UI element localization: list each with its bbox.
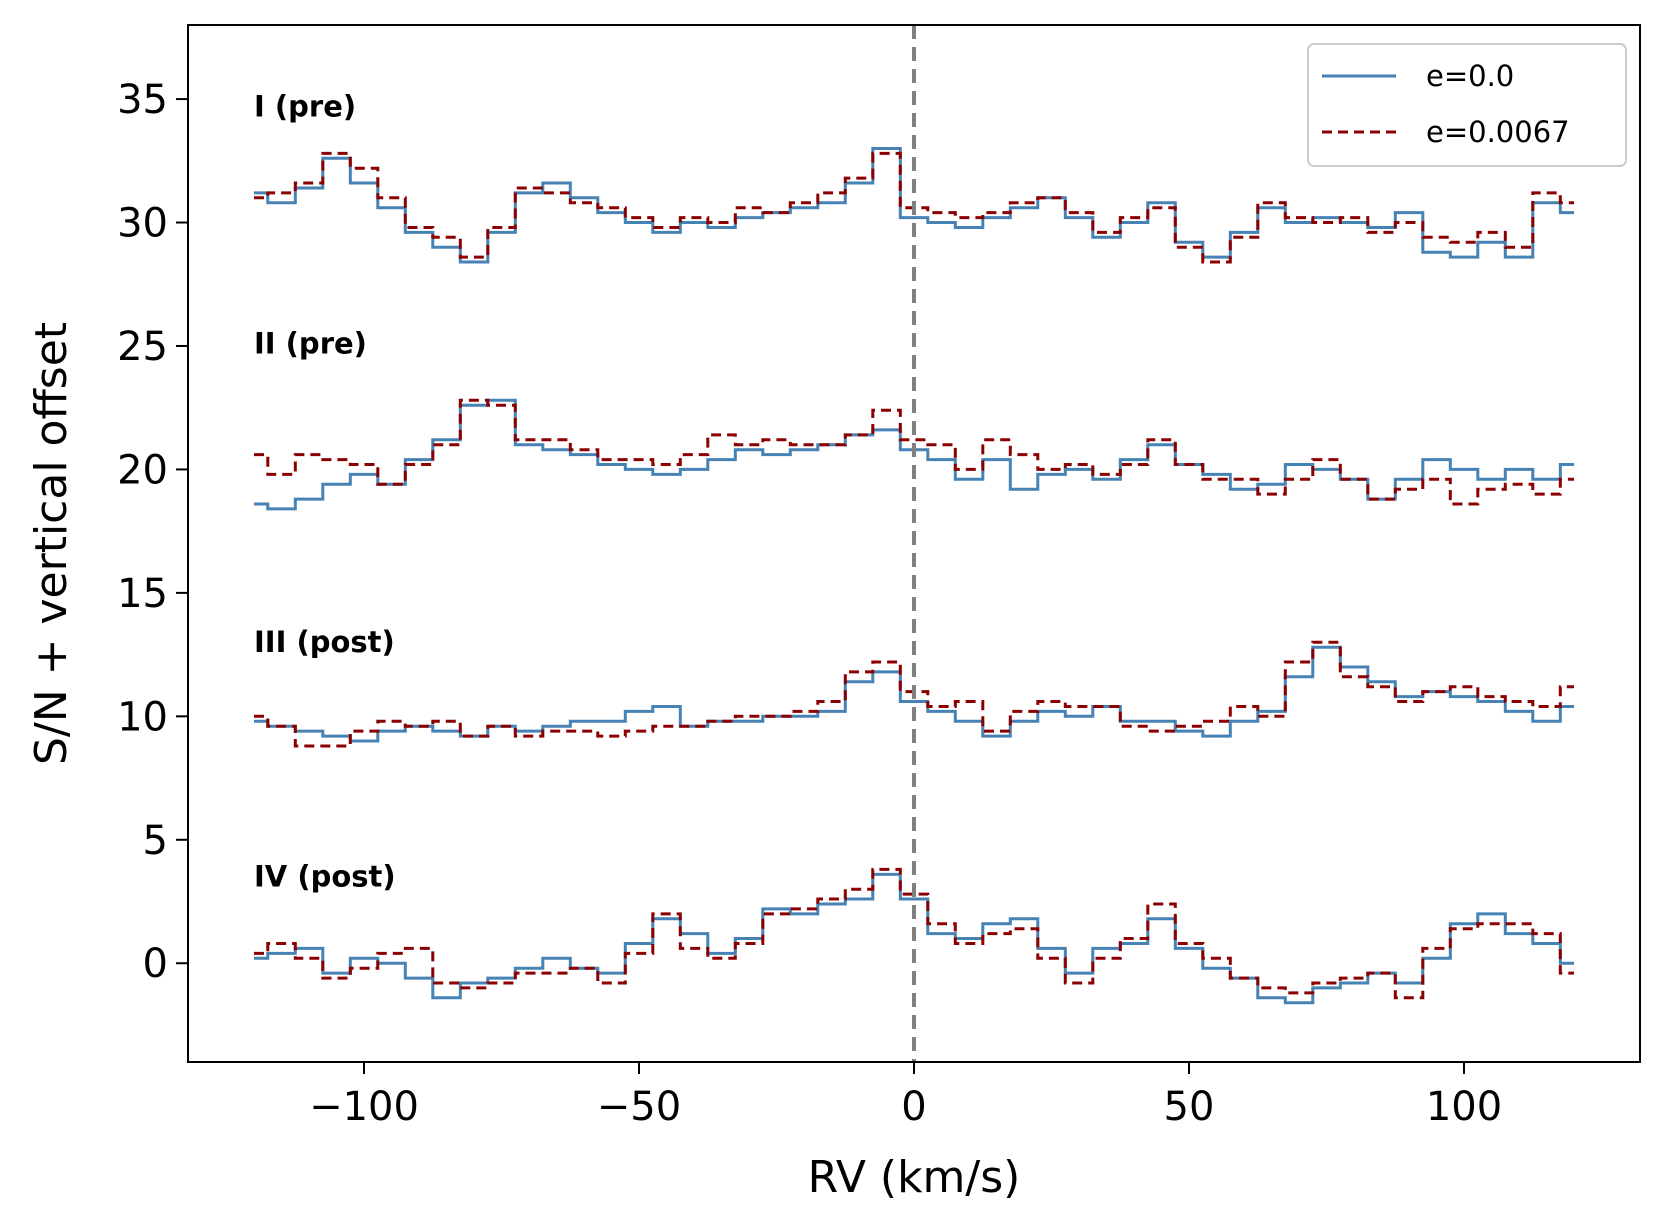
x-axis-ticks: −100 −50 0 50 100 — [309, 1062, 1502, 1130]
legend: e=0.0 e=0.0067 — [1307, 43, 1627, 167]
panel-label: IV (post) — [254, 860, 396, 894]
y-tick-label: 35 — [117, 77, 168, 123]
y-tick-label: 5 — [143, 818, 168, 864]
x-tick-label: −100 — [309, 1084, 419, 1130]
y-tick-label: 0 — [143, 941, 168, 987]
x-tick-label: 0 — [901, 1084, 926, 1130]
panel-label: I (pre) — [254, 89, 356, 123]
panel-3-series — [254, 640, 1574, 748]
panel-label: II (pre) — [254, 326, 367, 360]
legend-label: e=0.0067 — [1426, 115, 1570, 149]
x-tick-label: 100 — [1426, 1084, 1502, 1130]
legend-label: e=0.0 — [1426, 59, 1514, 93]
series-line-e0067 — [254, 867, 1574, 1000]
series-line-e0067 — [254, 398, 1574, 506]
y-tick-label: 25 — [117, 324, 168, 370]
legend-entries: e=0.0 e=0.0067 — [1322, 59, 1570, 149]
series-line-e0067 — [254, 640, 1574, 748]
y-tick-label: 10 — [117, 694, 168, 740]
y-tick-label: 20 — [117, 447, 168, 493]
y-tick-label: 30 — [117, 201, 168, 247]
x-axis-label: RV (km/s) — [808, 1152, 1021, 1203]
series-line-e0 — [254, 872, 1574, 1005]
panel-labels: I (pre) II (pre) III (post) IV (post) — [254, 89, 396, 893]
series-line-e0 — [254, 147, 1574, 264]
y-tick-label: 15 — [117, 571, 168, 617]
y-axis-ticks: 0 5 10 15 20 25 30 35 — [117, 77, 188, 987]
panel-label: III (post) — [254, 625, 395, 659]
panel-4-series — [254, 867, 1574, 1005]
x-tick-label: 50 — [1164, 1084, 1215, 1130]
x-tick-label: −50 — [597, 1084, 681, 1130]
y-axis-label: S/N + vertical offset — [26, 322, 77, 765]
